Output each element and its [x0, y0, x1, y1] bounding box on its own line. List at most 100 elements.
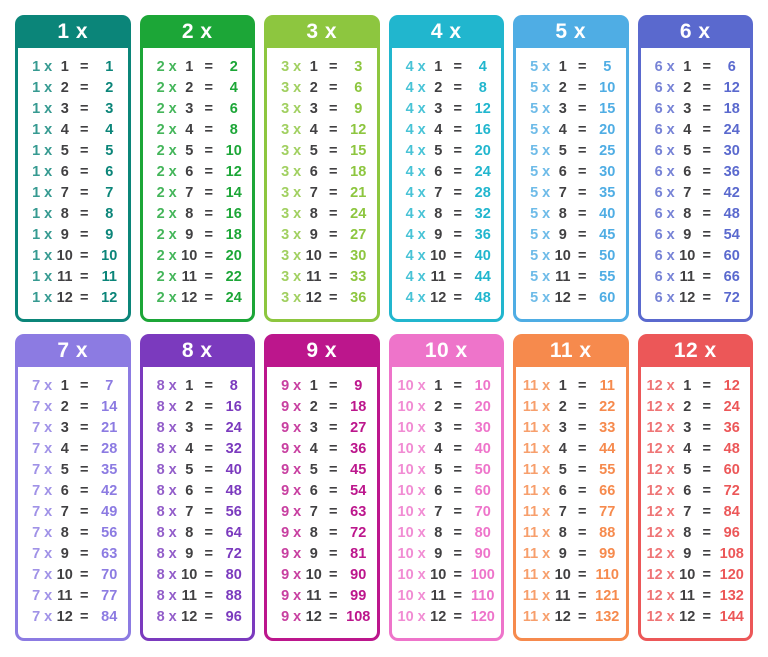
equals-symbol: =: [329, 80, 338, 97]
multiplier-and-times-symbol: 9 x: [281, 399, 302, 416]
equals-symbol: =: [453, 378, 462, 395]
product: 30: [723, 143, 740, 160]
equals-symbol: =: [329, 525, 338, 542]
product: 36: [350, 441, 367, 458]
table-row: 11 x 11 = 121: [516, 589, 626, 604]
multiplier-and-times-symbol: 8 x: [156, 525, 177, 542]
product: 20: [474, 399, 491, 416]
multiplicand: 1: [309, 378, 318, 395]
multiplicand: 9: [683, 227, 692, 244]
product: 70: [101, 567, 118, 584]
multiplier-and-times-symbol: 3 x: [281, 59, 302, 76]
multiplicand: 11: [181, 268, 197, 285]
equals-symbol: =: [702, 59, 711, 76]
card-header: 3 x: [264, 15, 380, 48]
multiplier-and-times-symbol: 5 x: [530, 101, 551, 118]
table-row: 4 x 3 = 12: [392, 102, 502, 117]
table-row: 3 x 10 = 30: [267, 249, 377, 264]
multiplicand: 8: [558, 206, 567, 223]
table-row: 11 x 2 = 22: [516, 400, 626, 415]
multiplicand: 12: [56, 289, 73, 306]
multiplier-and-times-symbol: 3 x: [281, 206, 302, 223]
equals-symbol: =: [80, 80, 89, 97]
product: 14: [225, 185, 242, 202]
card-title: 11 x: [549, 338, 592, 362]
equals-symbol: =: [578, 420, 587, 437]
multiplier-and-times-symbol: 10 x: [397, 525, 426, 542]
equals-symbol: =: [453, 462, 462, 479]
multiplicand: 10: [430, 248, 447, 265]
multiplicand: 5: [60, 462, 69, 479]
equals-symbol: =: [702, 525, 711, 542]
multiplicand: 11: [679, 587, 695, 604]
product: 72: [723, 483, 740, 500]
table-row: 12 x 4 = 48: [641, 442, 751, 457]
equals-symbol: =: [329, 164, 338, 181]
multiplier-and-times-symbol: 3 x: [281, 289, 302, 306]
product: 90: [350, 567, 367, 584]
multiplier-and-times-symbol: 11 x: [522, 378, 551, 395]
equals-symbol: =: [204, 483, 213, 500]
product: 144: [719, 608, 744, 625]
equals-symbol: =: [453, 504, 462, 521]
multiplicand: 2: [60, 80, 69, 97]
equals-symbol: =: [578, 525, 587, 542]
equals-symbol: =: [578, 59, 587, 76]
multiplier-and-times-symbol: 7 x: [32, 420, 53, 437]
multiplicand: 7: [309, 504, 318, 521]
product: 32: [225, 441, 242, 458]
multiplier-and-times-symbol: 5 x: [530, 289, 551, 306]
multiplier-and-times-symbol: 5 x: [530, 80, 551, 97]
equals-symbol: =: [453, 289, 462, 306]
multiplicand: 5: [683, 143, 692, 160]
equals-symbol: =: [702, 289, 711, 306]
table-row: 10 x 3 = 30: [392, 421, 502, 436]
table-row: 5 x 3 = 15: [516, 102, 626, 117]
multiplicand: 4: [558, 122, 567, 139]
product: 36: [474, 227, 491, 244]
equals-symbol: =: [453, 164, 462, 181]
table-row: 9 x 8 = 72: [267, 526, 377, 541]
multiplicand: 9: [309, 227, 318, 244]
product: 36: [723, 164, 740, 181]
multiplicand: 8: [185, 206, 194, 223]
product: 12: [723, 378, 740, 395]
multiplicand: 7: [185, 504, 194, 521]
product: 36: [350, 289, 367, 306]
multiplier-and-times-symbol: 4 x: [405, 59, 426, 76]
product: 18: [225, 227, 242, 244]
table-row: 9 x 11 = 99: [267, 589, 377, 604]
product: 60: [599, 289, 616, 306]
equals-symbol: =: [702, 420, 711, 437]
product: 10: [474, 378, 491, 395]
multiplier-and-times-symbol: 7 x: [32, 525, 53, 542]
product: 49: [101, 504, 118, 521]
equals-symbol: =: [329, 185, 338, 202]
multiplier-and-times-symbol: 10 x: [397, 567, 426, 584]
equals-symbol: =: [702, 143, 711, 160]
table-row: 4 x 9 = 36: [392, 228, 502, 243]
multiplier-and-times-symbol: 1 x: [32, 289, 53, 306]
multiplicand: 5: [185, 462, 194, 479]
table-row: 10 x 9 = 90: [392, 547, 502, 562]
table-row: 9 x 12 = 108: [267, 610, 377, 625]
product: 15: [599, 101, 616, 118]
equals-symbol: =: [702, 587, 711, 604]
multiplicand: 9: [558, 227, 567, 244]
multiplier-and-times-symbol: 3 x: [281, 122, 302, 139]
table-row: 1 x 12 = 12: [18, 291, 128, 306]
table-row: 11 x 5 = 55: [516, 463, 626, 478]
equals-symbol: =: [204, 546, 213, 563]
multiplier-and-times-symbol: 1 x: [32, 185, 53, 202]
product: 72: [723, 289, 740, 306]
equals-symbol: =: [702, 101, 711, 118]
multiplier-and-times-symbol: 10 x: [397, 462, 426, 479]
multiplicand: 1: [185, 59, 194, 76]
equals-symbol: =: [80, 59, 89, 76]
equals-symbol: =: [80, 504, 89, 521]
multiplier-and-times-symbol: 12 x: [646, 462, 675, 479]
equals-symbol: =: [329, 289, 338, 306]
multiplier-and-times-symbol: 2 x: [156, 227, 177, 244]
product: 20: [599, 122, 616, 139]
